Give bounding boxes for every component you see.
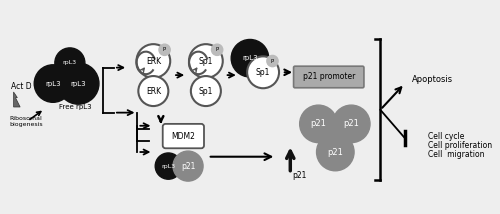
Polygon shape (14, 92, 20, 107)
Text: p21: p21 (292, 171, 307, 180)
Text: p21: p21 (181, 162, 195, 171)
Circle shape (138, 76, 168, 106)
Text: ERK: ERK (146, 56, 161, 65)
Text: p21: p21 (310, 119, 326, 128)
Text: Cell  migration: Cell migration (428, 150, 484, 159)
Circle shape (55, 48, 85, 78)
Circle shape (173, 151, 203, 181)
Text: rpL3: rpL3 (70, 80, 86, 86)
Text: rpL3: rpL3 (45, 80, 61, 86)
Circle shape (34, 65, 72, 102)
Text: P: P (216, 47, 219, 52)
Circle shape (267, 55, 278, 67)
Circle shape (300, 105, 337, 143)
FancyBboxPatch shape (294, 66, 364, 88)
Text: p21: p21 (328, 147, 344, 156)
Circle shape (136, 44, 170, 78)
Text: P: P (163, 47, 166, 52)
Text: Free rpL3: Free rpL3 (59, 104, 92, 110)
Circle shape (155, 153, 182, 179)
Circle shape (159, 44, 170, 55)
Circle shape (191, 76, 221, 106)
Circle shape (332, 105, 370, 143)
Text: MDM2: MDM2 (172, 132, 196, 141)
Text: Sp1: Sp1 (198, 56, 213, 65)
Text: p21: p21 (344, 119, 359, 128)
Text: ERK: ERK (146, 86, 161, 96)
Circle shape (231, 39, 268, 77)
Text: Sp1: Sp1 (198, 86, 213, 96)
Text: rpL3: rpL3 (242, 55, 258, 61)
FancyBboxPatch shape (162, 124, 204, 148)
Text: P: P (271, 59, 274, 64)
Circle shape (58, 63, 99, 104)
Text: Act D: Act D (11, 82, 32, 91)
Text: biogenesis: biogenesis (9, 122, 42, 127)
Text: p21 promoter: p21 promoter (302, 73, 355, 82)
Text: Cell cycle: Cell cycle (428, 132, 465, 141)
Circle shape (247, 56, 279, 88)
Text: rpL3: rpL3 (162, 163, 175, 169)
Circle shape (189, 44, 223, 78)
Circle shape (212, 44, 223, 55)
Text: Sp1: Sp1 (256, 68, 270, 77)
Circle shape (316, 133, 354, 171)
Text: rpL3: rpL3 (63, 60, 77, 65)
Text: Ribosomal: Ribosomal (9, 116, 42, 121)
Text: Cell proliferation: Cell proliferation (428, 141, 492, 150)
Text: Apoptosis: Apoptosis (412, 75, 454, 84)
